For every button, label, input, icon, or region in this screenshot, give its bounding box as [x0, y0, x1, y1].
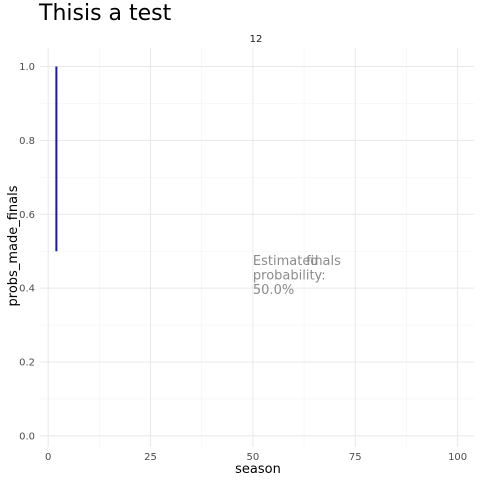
- facet-strip-label: 12: [250, 34, 263, 45]
- y-tick-label: 0.2: [19, 358, 35, 369]
- x-tick-label: 50: [247, 452, 260, 463]
- y-tick-label: 0.4: [19, 284, 35, 295]
- y-axis-ticks: 0.0 0.2 0.4 0.6 0.8 1.0: [19, 62, 35, 442]
- x-tick-label: 25: [144, 452, 157, 463]
- gridlines: [40, 48, 474, 447]
- y-tick-label: 1.0: [19, 62, 35, 73]
- y-tick-label: 0.8: [19, 136, 35, 147]
- y-tick-label: 0.0: [19, 431, 35, 442]
- y-tick-label: 0.6: [19, 210, 35, 221]
- annotation-text: Estimated probability: 50.0%: [253, 254, 326, 298]
- annotation-text: finals: [306, 254, 341, 269]
- x-tick-label: 75: [349, 452, 362, 463]
- x-tick-label: 0: [45, 452, 51, 463]
- annotations: Estimated probability: 50.0%finals: [253, 254, 341, 298]
- x-axis-ticks: 0 25 50 75 100: [45, 452, 467, 463]
- x-axis-title: season: [235, 462, 281, 477]
- chart-title: Thisis a test: [38, 1, 172, 26]
- y-axis-title: probs_made_finals: [6, 185, 21, 306]
- x-tick-label: 100: [448, 452, 467, 463]
